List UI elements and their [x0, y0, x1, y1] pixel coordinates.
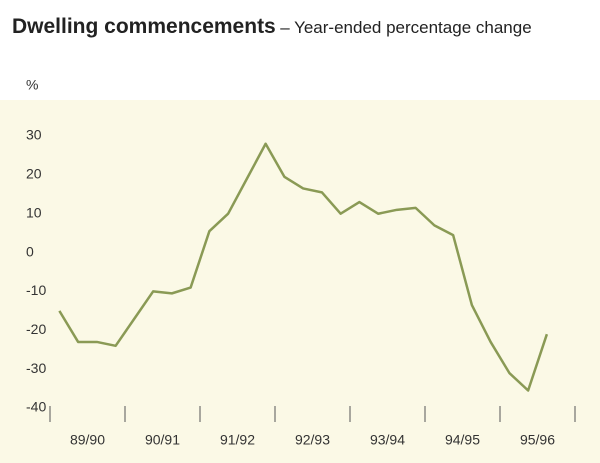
- y-axis-label: %: [26, 77, 38, 93]
- x-tick-label: 90/91: [145, 432, 180, 448]
- chart-subtitle: – Year-ended percentage change: [280, 18, 532, 37]
- x-tick-label: 93/94: [370, 432, 405, 448]
- y-tick-label: 10: [26, 204, 42, 220]
- y-tick-label: 20: [26, 166, 42, 182]
- y-tick-label: 30: [26, 127, 42, 143]
- x-tick-label: 89/90: [70, 432, 105, 448]
- y-tick-label: -40: [26, 399, 46, 415]
- y-tick-label: -20: [26, 321, 46, 337]
- y-tick-label: -30: [26, 360, 46, 376]
- plot-background: [0, 100, 600, 463]
- y-tick-label: -10: [26, 282, 46, 298]
- chart-title: Dwelling commencements: [12, 15, 276, 38]
- header: Dwelling commencements – Year-ended perc…: [12, 14, 552, 42]
- x-tick-label: 94/95: [445, 432, 480, 448]
- x-tick-label: 92/93: [295, 432, 330, 448]
- data-line: [58, 142, 549, 392]
- x-tick-label: 95/96: [520, 432, 555, 448]
- x-tick-label: 91/92: [220, 432, 255, 448]
- y-tick-label: 0: [26, 243, 34, 259]
